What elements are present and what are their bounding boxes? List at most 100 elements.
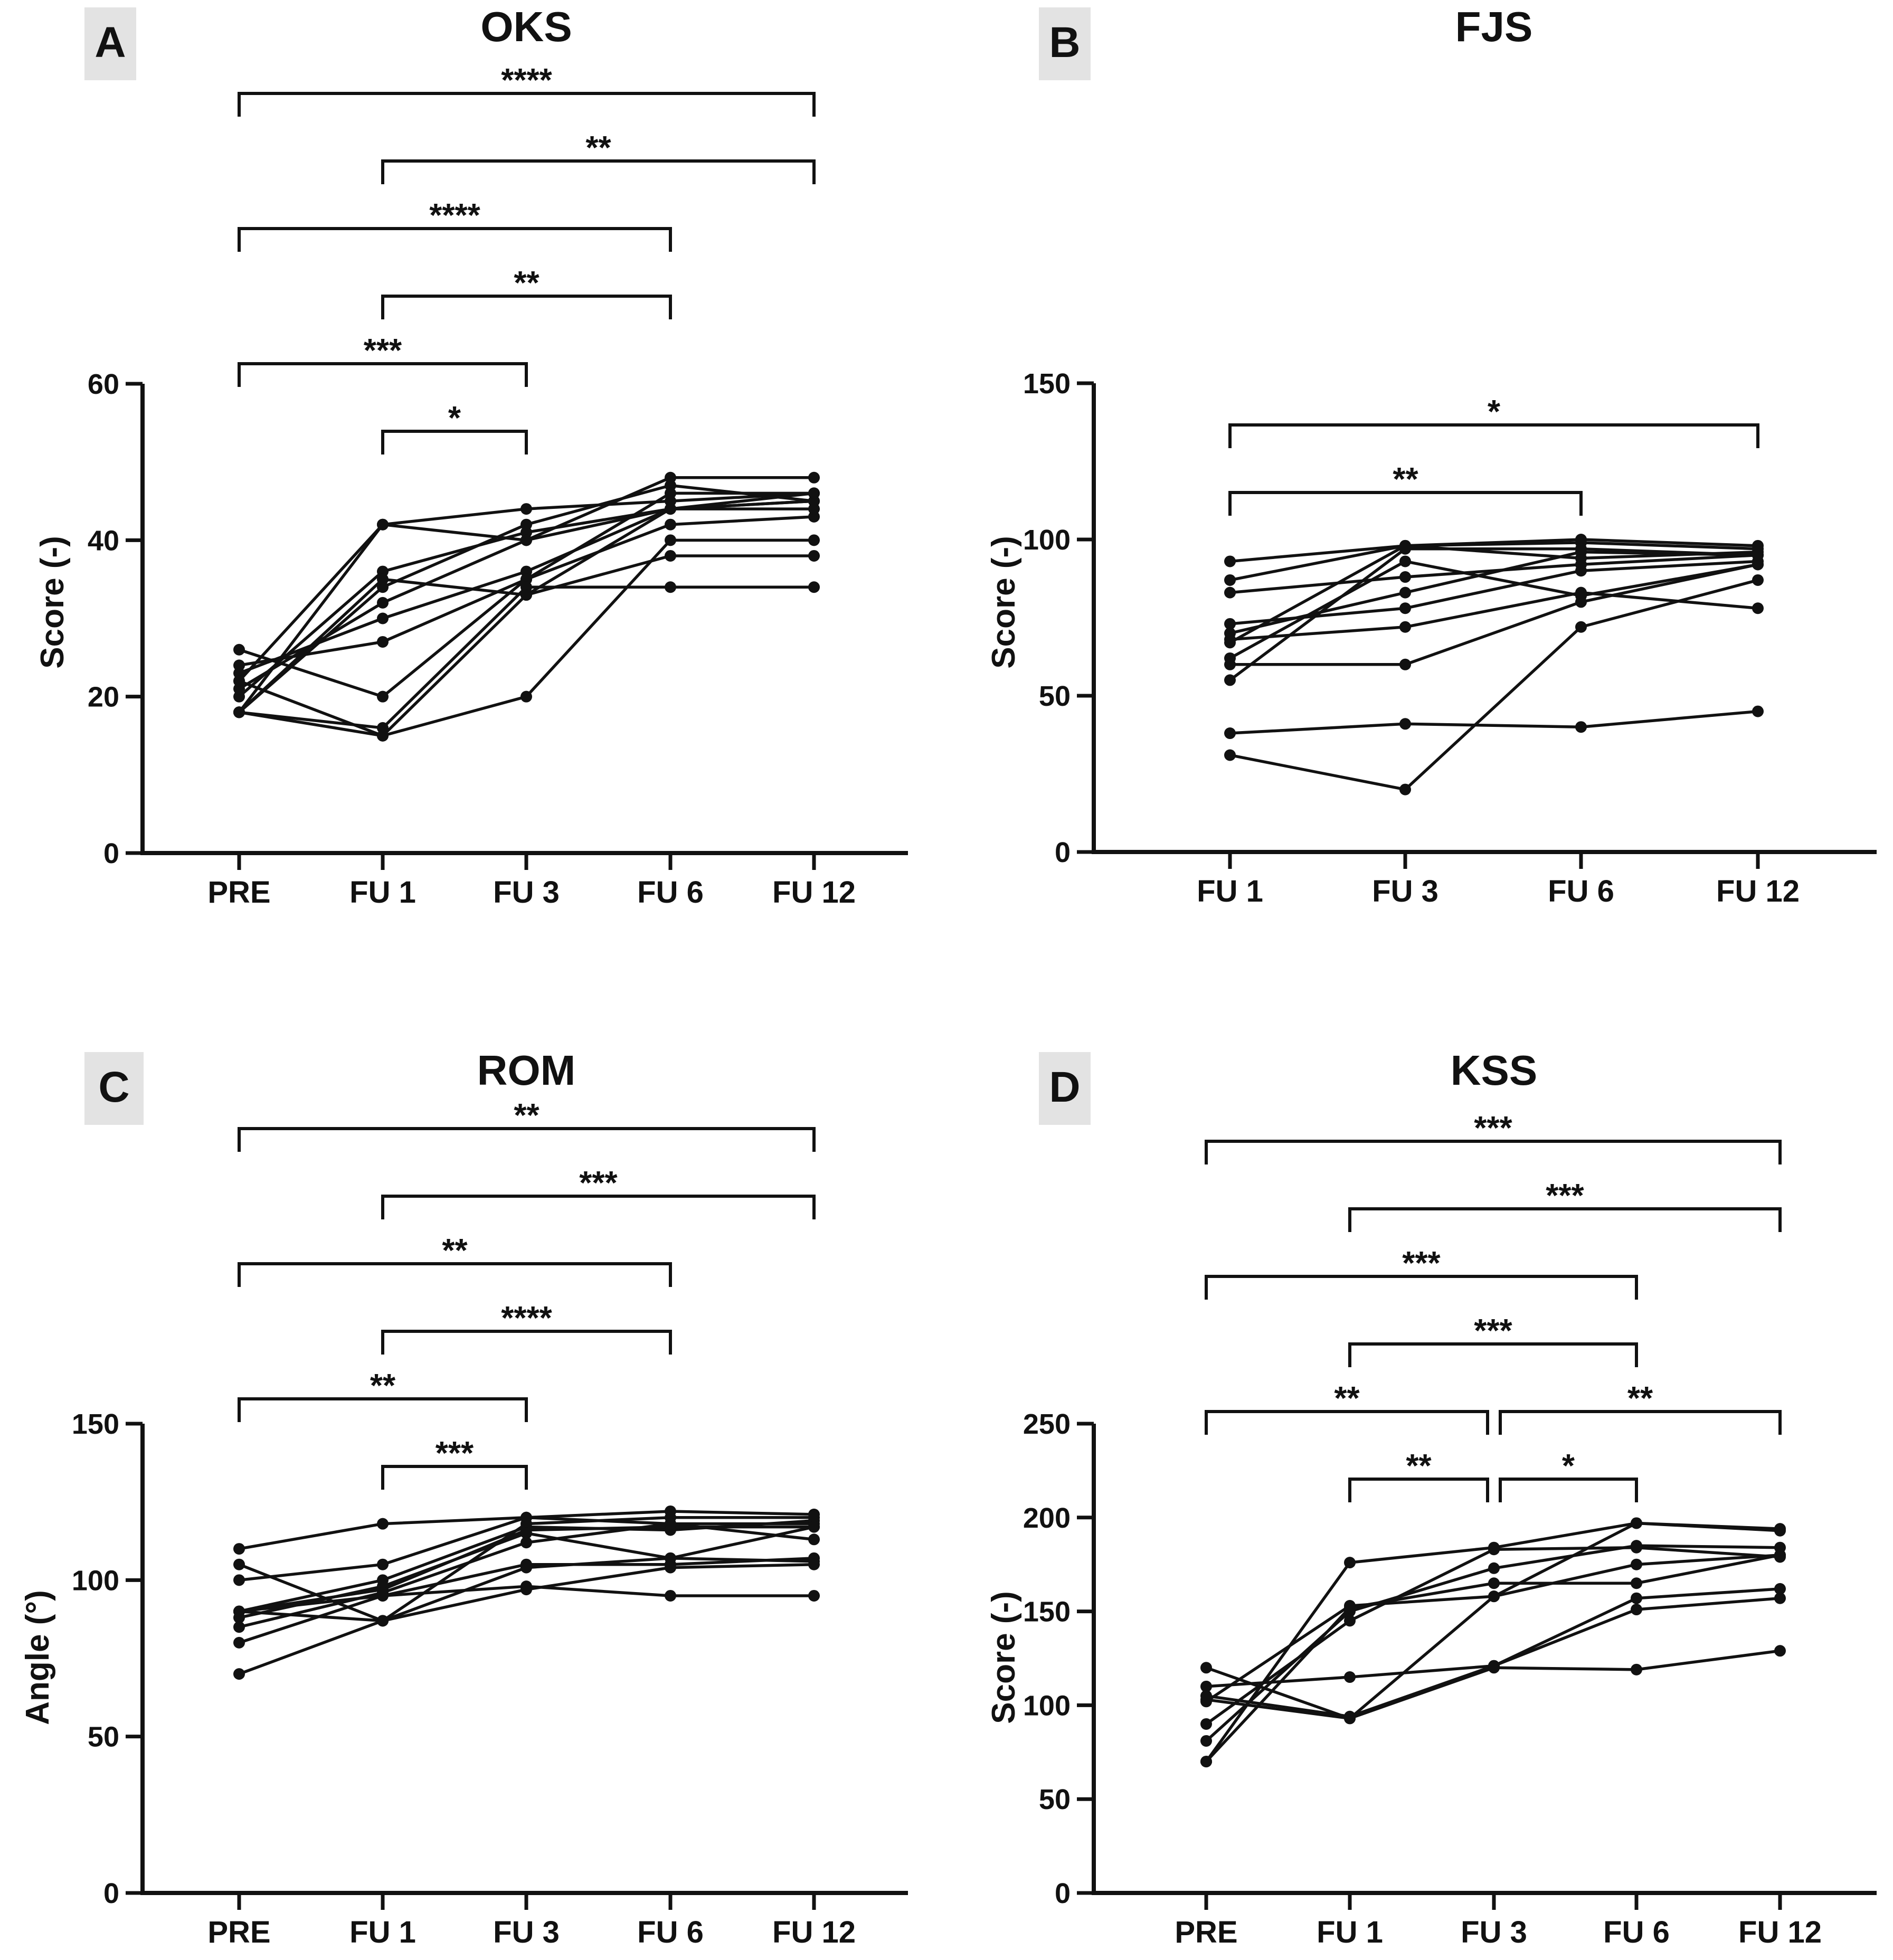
data-point bbox=[233, 1636, 245, 1649]
x-tick-label: FU 1 bbox=[1197, 874, 1263, 908]
data-point bbox=[1344, 1671, 1356, 1683]
data-point bbox=[1200, 1680, 1212, 1692]
significance-bracket bbox=[1205, 1140, 1782, 1164]
significance-label: **** bbox=[501, 62, 552, 99]
significance-bracket bbox=[381, 159, 816, 184]
data-point bbox=[1399, 555, 1411, 567]
significance-label: *** bbox=[1474, 1313, 1512, 1349]
significance-label: ** bbox=[585, 130, 611, 166]
chart-title: OKS bbox=[480, 3, 572, 50]
data-point bbox=[665, 1518, 676, 1530]
data-point bbox=[377, 1558, 389, 1570]
y-tick-label: 20 bbox=[88, 681, 119, 713]
x-tick-label: FU 1 bbox=[1317, 1915, 1383, 1949]
y-tick-label: 50 bbox=[1039, 1784, 1071, 1815]
significance-bracket bbox=[1205, 1275, 1638, 1300]
data-point bbox=[808, 471, 820, 484]
data-point bbox=[233, 643, 245, 656]
data-point bbox=[1344, 1557, 1356, 1569]
x-tick-label: PRE bbox=[1175, 1915, 1237, 1949]
series-line bbox=[1205, 1521, 1781, 1763]
significance-bracket bbox=[238, 1262, 672, 1287]
significance-bracket bbox=[381, 295, 672, 319]
significance-bracket bbox=[238, 227, 672, 252]
data-point bbox=[665, 487, 676, 499]
significance-bracket bbox=[1348, 1478, 1489, 1502]
panel-d-kss: D KSS Score (-) 0 50 100 150 200 250 PRE FU 1 FU… bbox=[986, 1047, 1877, 1949]
significance-bracket bbox=[1228, 491, 1583, 516]
data-point bbox=[520, 534, 532, 546]
x-tick-label: FU 3 bbox=[493, 875, 560, 910]
data-point bbox=[808, 1589, 820, 1602]
significance-bracket bbox=[238, 362, 528, 387]
data-point bbox=[1774, 1549, 1786, 1561]
significance-label: *** bbox=[364, 333, 402, 369]
y-axis-label: Score (-) bbox=[986, 1591, 1022, 1724]
panel-label-badge bbox=[1039, 7, 1091, 80]
significance-label: ** bbox=[514, 1097, 539, 1134]
significance-label: * bbox=[448, 400, 461, 437]
series-line bbox=[1229, 544, 1758, 644]
data-point bbox=[233, 1574, 245, 1586]
data-point bbox=[1200, 1718, 1212, 1730]
panel-a-oks: A OKS Score (-) 0 20 40 60 PRE FU 1 FU 3 FU 6 FU… bbox=[34, 3, 908, 910]
data-point bbox=[1399, 543, 1411, 555]
data-point bbox=[808, 1558, 820, 1570]
x-tick-label: FU 6 bbox=[1548, 874, 1614, 908]
data-point bbox=[1774, 1583, 1786, 1595]
significance-bracket bbox=[381, 1195, 816, 1219]
data-point bbox=[665, 534, 676, 546]
data-point bbox=[1774, 1525, 1786, 1537]
data-point bbox=[1774, 1592, 1786, 1604]
data-point bbox=[1752, 705, 1764, 717]
data-point bbox=[665, 1589, 676, 1602]
y-tick-label: 100 bbox=[1023, 1690, 1071, 1721]
x-tick-label: FU 1 bbox=[349, 875, 416, 910]
y-axis-label: Angle (°) bbox=[20, 1590, 56, 1725]
series-line bbox=[1229, 560, 1758, 660]
data-point bbox=[1224, 618, 1236, 630]
data-point bbox=[520, 1561, 532, 1574]
significance-label: * bbox=[1562, 1448, 1575, 1484]
y-tick-label: 0 bbox=[1055, 1878, 1071, 1909]
chart-title: ROM bbox=[477, 1047, 576, 1094]
x-tick-label: FU 3 bbox=[493, 1915, 560, 1949]
data-point bbox=[1224, 586, 1236, 599]
y-tick-label: 100 bbox=[72, 1565, 119, 1596]
chart-title: FJS bbox=[1455, 3, 1533, 50]
significance-bracket bbox=[238, 1397, 528, 1422]
significance-bracket bbox=[381, 1330, 672, 1355]
data-point bbox=[520, 503, 532, 515]
panel-label: D bbox=[1049, 1063, 1080, 1111]
y-tick-label: 150 bbox=[1023, 1596, 1071, 1628]
x-tick-label: FU 6 bbox=[1603, 1915, 1670, 1949]
data-point bbox=[1344, 1615, 1356, 1627]
data-point bbox=[665, 550, 676, 562]
data-point bbox=[377, 612, 389, 624]
panel-label-badge bbox=[84, 1052, 144, 1125]
significance-label: ** bbox=[1393, 461, 1418, 498]
data-point bbox=[1752, 602, 1764, 614]
significance-bracket bbox=[381, 430, 528, 455]
data-point bbox=[808, 1521, 820, 1533]
x-tick-label: FU 12 bbox=[772, 875, 856, 910]
significance-bracket bbox=[381, 1465, 528, 1490]
data-point bbox=[377, 1518, 389, 1530]
data-point bbox=[1575, 621, 1587, 633]
data-point bbox=[1200, 1735, 1212, 1747]
panel-label-badge bbox=[84, 7, 136, 80]
data-point bbox=[1752, 549, 1764, 561]
panel-b-fjs: B FJS Score (-) 0 50 100 150 FU 1 FU 3 FU 6 FU … bbox=[986, 3, 1877, 908]
data-point bbox=[1200, 1756, 1212, 1768]
significance-label: **** bbox=[501, 1300, 552, 1337]
significance-bracket bbox=[1348, 1342, 1638, 1367]
data-point bbox=[377, 573, 389, 585]
panel-label-badge bbox=[1039, 1052, 1091, 1125]
y-tick-label: 0 bbox=[1055, 837, 1071, 868]
significance-label: ** bbox=[1406, 1448, 1432, 1484]
significance-bracket bbox=[238, 92, 816, 117]
data-point bbox=[1399, 718, 1411, 730]
panel-c-rom: C ROM Angle (°) 0 50 100 150 PRE FU 1 FU 3 FU 6… bbox=[20, 1047, 908, 1949]
x-tick-label: FU 6 bbox=[637, 1915, 704, 1949]
significance-bracket bbox=[1205, 1410, 1489, 1435]
